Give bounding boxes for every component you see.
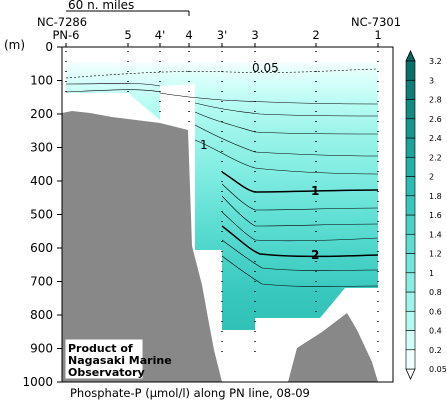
contour-line — [194, 111, 379, 135]
y-axis-label: (m) — [4, 38, 25, 52]
y-tick-label: 100 — [30, 74, 53, 88]
y-axis: 0 100 200 300 400 500 600 700 800 900 1000 — [22, 40, 62, 389]
y-tick-label: 0 — [45, 40, 53, 54]
contour-line — [194, 102, 379, 117]
colorbar-label: 2.4 — [429, 134, 442, 143]
credit-line: Nagasaki Marine — [68, 354, 172, 367]
colorbar-label: 2.2 — [429, 153, 442, 162]
colorbar-swatch — [405, 233, 416, 254]
y-tick-label: 700 — [30, 275, 53, 289]
colorbar-swatch — [405, 176, 416, 197]
colorbar-swatch — [405, 349, 416, 370]
colorbar-label: 3.2 — [429, 57, 442, 66]
contour-label: 2 — [311, 248, 319, 262]
colorbar-label: 0.6 — [429, 307, 442, 316]
colorbar-label: 3 — [429, 76, 434, 85]
seafloor-shelf — [62, 111, 222, 382]
credit-line: Observatory — [68, 366, 145, 379]
station-label: 4 — [185, 28, 192, 42]
station-label: 5 — [124, 28, 131, 42]
colorbar-swatch — [405, 272, 416, 293]
station-label: PN-6 — [52, 28, 79, 42]
contour-line — [194, 139, 379, 175]
y-tick-label: 1000 — [22, 375, 53, 389]
colorbar-swatch — [405, 99, 416, 120]
colorbar-swatch — [405, 291, 416, 312]
station-label: 4' — [155, 28, 165, 42]
colorbar-label: 0.4 — [429, 327, 442, 336]
sample-points — [65, 51, 379, 356]
contour-line — [221, 211, 379, 242]
unsampled-gap — [222, 330, 255, 382]
colorbar-label: 0.05 — [429, 365, 447, 374]
contour-labels: 0.05 1 2 1 — [200, 61, 319, 262]
figure-caption: Phosphate-P (µmol/l) along PN line, 08-0… — [70, 386, 310, 400]
y-tick-label: 600 — [30, 241, 53, 255]
end-label-right: NC-7301 — [351, 15, 401, 29]
colorbar-label: 0.2 — [429, 346, 442, 355]
end-label-left: NC-7286 — [37, 15, 87, 29]
colorbar-label: 2 — [429, 173, 434, 182]
y-tick-label: 400 — [30, 174, 53, 188]
y-tick-label: 200 — [30, 107, 53, 121]
y-tick-label: 800 — [30, 308, 53, 322]
colorbar-swatch — [405, 156, 416, 177]
colorbar-label: 2.6 — [429, 115, 442, 124]
phosphate-field — [66, 62, 378, 358]
contour-line — [65, 68, 379, 79]
y-tick-label: 500 — [30, 208, 53, 222]
station-label: 2 — [312, 28, 319, 42]
contour-label: 1 — [200, 138, 208, 152]
colorbar-label: 1 — [429, 269, 434, 278]
y-tick-label: 900 — [30, 342, 53, 356]
contour-label: 0.05 — [252, 61, 279, 75]
contour-line — [221, 255, 379, 287]
colorbar-swatch — [405, 195, 416, 216]
credit-box-background — [65, 339, 143, 379]
colorbar-swatch — [405, 137, 416, 158]
station-labels: PN-6 5 4' 4 3' 3 2 1 — [52, 28, 382, 47]
contour-line — [194, 124, 379, 157]
seafloor-ridge — [288, 313, 378, 382]
contour-line — [221, 195, 379, 227]
station-label: 3' — [217, 28, 227, 42]
colorbar-label: 1.2 — [429, 250, 442, 259]
section-plot: 0.05 1 2 1 Product of Nagasaki Marine Ob… — [62, 47, 393, 382]
colorbar: 0.05 0.2 0.4 0.6 0.8 1 1.2 1.4 1.6 1.8 2 2.2 2.4 2.6 2… — [405, 50, 447, 380]
contour-line — [159, 92, 379, 105]
colorbar-label: 1.8 — [429, 192, 442, 201]
contour-line — [221, 225, 379, 258]
contour-lines — [65, 68, 379, 287]
colorbar-swatch — [405, 79, 416, 100]
colorbar-label: 1.4 — [429, 230, 442, 239]
station-label: 1 — [374, 28, 381, 42]
contour-label: 1 — [311, 184, 319, 198]
colorbar-swatch — [405, 310, 416, 331]
credit-line: Product of — [68, 342, 133, 355]
scale-bar: 60 n. miles — [66, 0, 190, 16]
station-label: 3 — [251, 28, 258, 42]
colorbar-label: 2.8 — [429, 96, 442, 105]
colorbar-swatch — [405, 118, 416, 139]
colorbar-label: 0.8 — [429, 288, 442, 297]
colorbar-swatch — [405, 330, 416, 351]
credit-box: Product of Nagasaki Marine Observatory — [65, 339, 172, 379]
contour-line — [221, 239, 379, 271]
colorbar-extend-low — [405, 368, 416, 380]
colorbar-swatch — [405, 60, 416, 81]
y-tick-label: 300 — [30, 141, 53, 155]
contour-line — [65, 83, 161, 87]
colorbar-label: 1.6 — [429, 211, 442, 220]
contour-line — [65, 89, 161, 93]
colorbar-extend-high — [405, 50, 416, 62]
contour-line — [221, 171, 379, 193]
colorbar-swatch — [405, 214, 416, 235]
scale-bar-label: 60 n. miles — [68, 0, 134, 12]
colorbar-swatch — [405, 253, 416, 274]
contour-line — [221, 183, 379, 211]
